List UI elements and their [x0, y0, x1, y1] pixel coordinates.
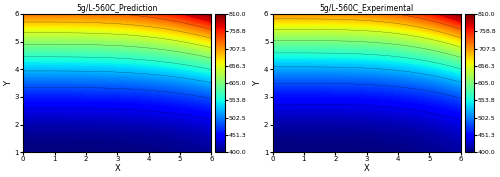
Title: 5g/L-560C_Experimental: 5g/L-560C_Experimental	[320, 4, 414, 13]
X-axis label: X: X	[364, 164, 370, 173]
X-axis label: X: X	[114, 164, 120, 173]
Y-axis label: Y: Y	[254, 81, 262, 86]
Title: 5g/L-560C_Prediction: 5g/L-560C_Prediction	[76, 4, 158, 13]
Y-axis label: Y: Y	[4, 81, 13, 86]
